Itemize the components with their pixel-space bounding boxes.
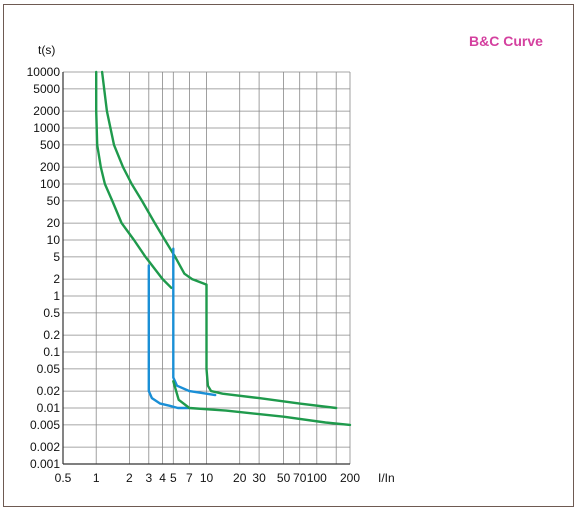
x-tick-label: 4 bbox=[159, 471, 166, 485]
y-tick-label: 0.05 bbox=[37, 362, 61, 376]
y-axis-label: t(s) bbox=[38, 43, 55, 57]
x-tick-label: 3 bbox=[145, 471, 152, 485]
y-tick-label: 0.1 bbox=[43, 345, 60, 359]
x-tick-label: 1 bbox=[93, 471, 100, 485]
series-line-5 bbox=[172, 380, 352, 427]
y-tick-label: 10 bbox=[47, 233, 61, 247]
y-tick-label: 10000 bbox=[27, 65, 61, 79]
y-tick-labels: 10000 5000 2000 1000 500 200 100 50 20 10 5 2 1 0.5 0.… bbox=[27, 65, 61, 471]
x-tick-label: 100 bbox=[307, 471, 327, 485]
x-tick-label: 0.5 bbox=[55, 471, 72, 485]
x-tick-labels: 0.5 1 2 3 4 5 7 10 20 30 50 70 100 200 bbox=[55, 471, 361, 485]
y-tick-label: 50 bbox=[47, 194, 61, 208]
x-tick-label: 2 bbox=[126, 471, 133, 485]
y-tick-label: 0.2 bbox=[43, 328, 60, 342]
y-tick-label: 2 bbox=[53, 272, 60, 286]
x-tick-label: 7 bbox=[186, 471, 193, 485]
y-tick-label: 5000 bbox=[33, 82, 60, 96]
y-tick-label: 0.002 bbox=[30, 440, 60, 454]
x-tick-label: 20 bbox=[233, 471, 247, 485]
y-tick-label: 200 bbox=[40, 160, 60, 174]
series-line-1 bbox=[94, 70, 173, 289]
y-tick-label: 0.5 bbox=[43, 306, 60, 320]
x-tick-label: 50 bbox=[277, 471, 291, 485]
y-tick-label: 0.001 bbox=[30, 457, 60, 471]
y-tick-label: 2000 bbox=[33, 104, 60, 118]
x-axis-label: I/In bbox=[378, 471, 395, 485]
x-tick-label: 200 bbox=[340, 471, 360, 485]
chart-title: B&C Curve bbox=[469, 33, 543, 49]
y-tick-label: 0.005 bbox=[30, 418, 60, 432]
x-tick-label: 70 bbox=[293, 471, 307, 485]
series-line-2 bbox=[100, 70, 338, 410]
x-tick-label: 10 bbox=[200, 471, 214, 485]
x-tick-label: 30 bbox=[252, 471, 266, 485]
y-tick-label: 20 bbox=[47, 216, 61, 230]
chart-frame bbox=[3, 4, 574, 507]
x-tick-label: 5 bbox=[170, 471, 177, 485]
grid-lines bbox=[62, 71, 351, 465]
series-layer bbox=[94, 70, 352, 427]
y-tick-label: 1 bbox=[53, 289, 60, 303]
y-tick-label: 0.01 bbox=[37, 401, 61, 415]
y-tick-label: 500 bbox=[40, 138, 60, 152]
series-line-4 bbox=[172, 247, 217, 397]
series-line-3 bbox=[147, 264, 191, 410]
y-tick-label: 5 bbox=[53, 250, 60, 264]
y-tick-label: 100 bbox=[40, 177, 60, 191]
y-tick-label: 0.02 bbox=[37, 384, 61, 398]
y-tick-label: 1000 bbox=[33, 121, 60, 135]
